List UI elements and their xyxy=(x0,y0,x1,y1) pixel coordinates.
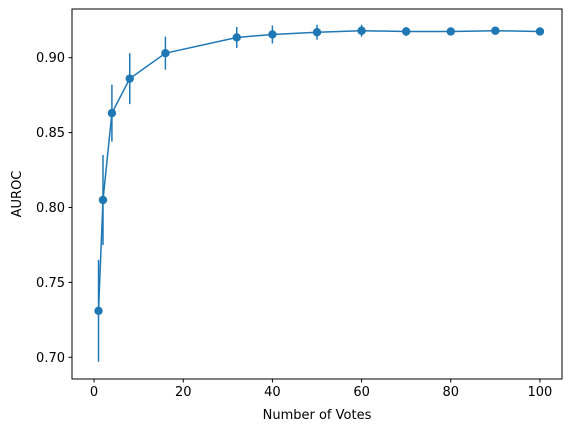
data-point xyxy=(268,30,277,39)
x-tick-label: 20 xyxy=(175,385,192,400)
y-tick-label: 0.85 xyxy=(36,126,65,141)
y-axis-ticks: 0.70 0.75 0.80 0.85 0.90 xyxy=(36,51,72,366)
data-point xyxy=(107,108,117,118)
y-tick-label: 0.80 xyxy=(36,201,65,216)
x-axis-ticks: 0 20 40 60 80 100 xyxy=(90,379,552,400)
x-tick-label: 60 xyxy=(353,385,370,400)
series-line xyxy=(97,29,540,311)
data-point xyxy=(161,48,170,58)
data-point xyxy=(98,195,108,205)
y-tick-label: 0.75 xyxy=(36,276,65,291)
x-tick-label: 80 xyxy=(442,385,459,400)
x-axis-label: Number of Votes xyxy=(263,408,372,423)
x-tick-label: 100 xyxy=(528,385,553,400)
data-point xyxy=(94,306,103,316)
data-point xyxy=(357,26,366,35)
data-point xyxy=(125,74,134,83)
axes-frame xyxy=(71,8,563,380)
data-point xyxy=(312,28,322,37)
data-point xyxy=(446,27,455,36)
y-tick-label: 0.90 xyxy=(36,51,65,66)
y-tick-label: 0.70 xyxy=(36,351,65,366)
x-tick-label: 0 xyxy=(90,385,98,400)
y-axis-label: AUROC xyxy=(10,171,25,218)
data-point xyxy=(491,26,500,35)
data-point xyxy=(232,33,241,42)
data-point xyxy=(401,27,411,36)
data-point xyxy=(535,27,545,36)
x-tick-label: 40 xyxy=(264,385,281,400)
plot-area xyxy=(94,24,545,362)
